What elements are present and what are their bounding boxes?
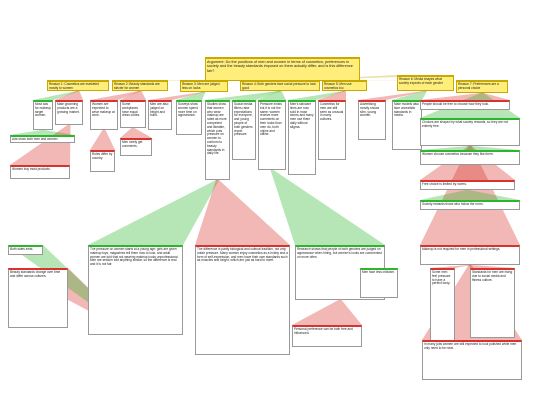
supporting-point: Male models also face unrealistic standa… — [392, 100, 422, 150]
connector — [430, 265, 472, 268]
supporting-point: Women choose cosmetics because they like… — [420, 150, 520, 165]
supporting-point: Men face less criticism. — [360, 268, 398, 298]
supporting-point: Surveys show women spend more time on ap… — [176, 100, 202, 135]
connector — [90, 130, 115, 150]
reason: Reason 5: Men use cosmetics too — [322, 80, 367, 91]
connector — [318, 91, 346, 100]
connector — [468, 265, 515, 268]
objection: Men rarely get comments. — [120, 138, 152, 156]
connector — [176, 92, 206, 100]
objection: Women buy most products. — [10, 165, 70, 179]
reason: Reason 7: Preferences are a personal cho… — [456, 80, 508, 93]
connector — [232, 91, 282, 100]
connector — [420, 190, 520, 200]
reason: Reason 2: Beauty standards are stricter … — [112, 80, 168, 91]
connector — [420, 93, 510, 100]
supporting-point: Choices are shaped by what society rewar… — [420, 118, 520, 146]
connector — [420, 146, 520, 150]
reason: Reason 4: Both genders face social press… — [240, 80, 320, 91]
main-claim: Argument: Do the positions of men and wo… — [205, 57, 360, 81]
supporting-point: Ads show both men and women. — [10, 135, 75, 143]
connector — [270, 170, 385, 245]
connector — [420, 146, 520, 245]
supporting-point: Society rewards those who follow the nor… — [420, 200, 520, 210]
reason: Reason 3: Men are judged less on looks — [180, 80, 228, 92]
connector — [205, 91, 282, 100]
supporting-point: The pressure on women starts at a young … — [88, 245, 183, 335]
connector — [120, 128, 152, 138]
objection: Advertising mostly shows slim, young wom… — [358, 100, 386, 140]
objection: Women are expected to wear makeup at wor… — [90, 100, 118, 130]
objection: Men are also judged on height and build. — [148, 100, 172, 130]
connector — [33, 91, 80, 100]
connector — [392, 91, 427, 100]
connector — [120, 91, 146, 100]
connector — [90, 91, 142, 100]
connector — [195, 180, 290, 245]
objection: People should be free to choose how they… — [420, 100, 510, 110]
supporting-point: Most ads for makeup target women. — [33, 100, 53, 130]
connector — [88, 180, 219, 245]
connector — [292, 300, 362, 325]
objection: The difference is partly biological and … — [195, 245, 290, 355]
supporting-point: Social media filters raise expectations … — [232, 100, 256, 160]
connector — [10, 130, 75, 135]
connector — [148, 92, 206, 100]
objection: Beauty standards change over time and di… — [8, 268, 68, 328]
objection: Male grooming products are a growing mar… — [55, 100, 83, 125]
connector — [288, 91, 346, 100]
supporting-point: Studies show that women who wear makeup … — [205, 100, 230, 180]
objection: Free choice is limited by norms. — [420, 180, 515, 190]
connector — [258, 91, 286, 100]
supporting-point: Men's skincare lines are now sold in mos… — [288, 100, 316, 175]
objection: In many jobs women are still expected to… — [422, 340, 522, 380]
objection: Cosmetics for men are still seen as unus… — [318, 100, 346, 160]
objection: Rules differ by country. — [90, 150, 115, 172]
objection: Standards for men are rising due to soci… — [470, 268, 515, 338]
reason: Reason 1: Cosmetics are marketed mostly … — [47, 80, 109, 91]
supporting-point: Both sides exist. — [8, 245, 43, 255]
supporting-point: Pressure exists but it is not the same: … — [258, 100, 286, 170]
objection: Some workplaces have equal dress codes. — [120, 100, 146, 128]
objection: Makeup is not required for men in profes… — [420, 245, 520, 265]
objection: Personal preference can be both free and… — [292, 325, 362, 347]
reason: Reason 6: Media shapes what society expe… — [397, 75, 454, 91]
connector — [358, 91, 427, 100]
connector — [55, 91, 83, 100]
